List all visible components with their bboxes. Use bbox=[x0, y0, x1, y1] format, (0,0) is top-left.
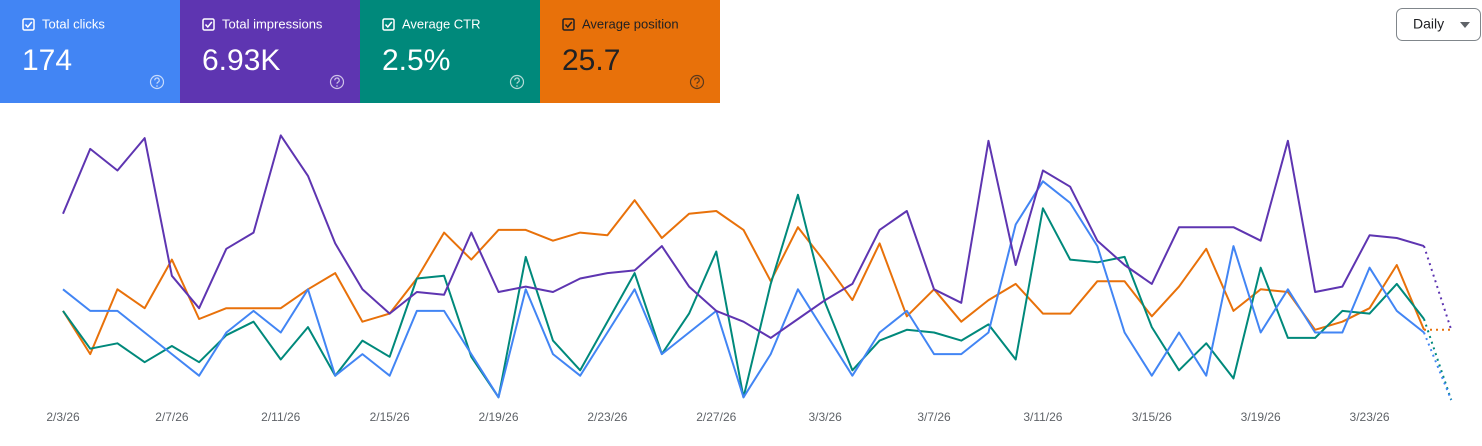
help-mark[interactable] bbox=[514, 77, 520, 84]
x-tick-label: 2/3/26 bbox=[46, 410, 80, 424]
help-icon[interactable] bbox=[329, 74, 345, 90]
granularity-dropdown[interactable]: Daily bbox=[1396, 8, 1481, 41]
series-line bbox=[62, 193, 1425, 399]
metric-card[interactable]: Average CTR 2.5% bbox=[360, 0, 540, 103]
card-value[interactable]: 174 bbox=[22, 44, 72, 77]
x-tick-label: 3/23/26 bbox=[1350, 410, 1390, 424]
checkbox-tick[interactable] bbox=[384, 21, 393, 29]
card-label[interactable]: Total clicks bbox=[42, 16, 105, 31]
x-tick-label: 3/19/26 bbox=[1241, 410, 1281, 424]
metric-card[interactable]: Average position 25.7 bbox=[540, 0, 720, 103]
x-tick-label: 2/7/26 bbox=[155, 410, 189, 424]
dropdown-label[interactable]: Daily bbox=[1413, 16, 1444, 32]
card-checkbox[interactable] bbox=[202, 18, 215, 31]
x-tick-label: 3/3/26 bbox=[808, 410, 842, 424]
x-tick-label: 2/11/26 bbox=[261, 410, 300, 424]
x-tick-label: 2/23/26 bbox=[587, 410, 627, 424]
card-value[interactable]: 6.93K bbox=[202, 44, 280, 77]
x-tick-label: 3/7/26 bbox=[917, 410, 951, 424]
help-icon[interactable] bbox=[689, 74, 705, 90]
x-tick-label: 2/15/26 bbox=[370, 410, 410, 424]
help-dot[interactable] bbox=[156, 85, 158, 87]
x-tick-label: 3/15/26 bbox=[1132, 410, 1172, 424]
card-checkbox[interactable] bbox=[562, 18, 575, 31]
help-icon[interactable] bbox=[509, 74, 525, 90]
checkbox-tick[interactable] bbox=[24, 21, 33, 29]
partial-segment bbox=[1423, 318, 1453, 401]
card-checkbox[interactable] bbox=[22, 18, 35, 31]
help-mark[interactable] bbox=[334, 77, 340, 84]
dropdown-box[interactable] bbox=[1396, 8, 1481, 41]
help-dot[interactable] bbox=[516, 85, 518, 87]
metric-card[interactable]: Total impressions 6.93K bbox=[180, 0, 360, 103]
series-line bbox=[62, 180, 1425, 399]
card-label[interactable]: Total impressions bbox=[222, 16, 323, 31]
partial-segment bbox=[1423, 332, 1453, 401]
card-bg[interactable] bbox=[360, 0, 540, 103]
dropdown-caret[interactable] bbox=[1460, 22, 1470, 28]
card-bg[interactable] bbox=[180, 0, 360, 103]
card-label[interactable]: Average CTR bbox=[402, 16, 481, 31]
series-line bbox=[62, 199, 1425, 356]
help-dot[interactable] bbox=[336, 85, 338, 87]
checkbox-tick[interactable] bbox=[204, 21, 213, 29]
help-mark[interactable] bbox=[154, 77, 160, 84]
x-tick-label: 3/11/26 bbox=[1023, 410, 1062, 424]
card-value[interactable]: 2.5% bbox=[382, 44, 450, 77]
card-value[interactable]: 25.7 bbox=[562, 44, 620, 77]
series-line bbox=[62, 134, 1425, 339]
help-icon[interactable] bbox=[149, 74, 165, 90]
card-bg[interactable] bbox=[0, 0, 180, 103]
card-label[interactable]: Average position bbox=[582, 16, 679, 31]
metric-card[interactable]: Total clicks 174 bbox=[0, 0, 180, 103]
x-tick-label: 2/19/26 bbox=[478, 410, 518, 424]
help-mark[interactable] bbox=[694, 77, 700, 84]
checkbox-tick[interactable] bbox=[564, 21, 573, 29]
card-bg[interactable] bbox=[540, 0, 720, 103]
partial-segment bbox=[1423, 245, 1453, 331]
card-checkbox[interactable] bbox=[382, 18, 395, 31]
x-tick-label: 2/27/26 bbox=[696, 410, 736, 424]
help-dot[interactable] bbox=[696, 85, 698, 87]
